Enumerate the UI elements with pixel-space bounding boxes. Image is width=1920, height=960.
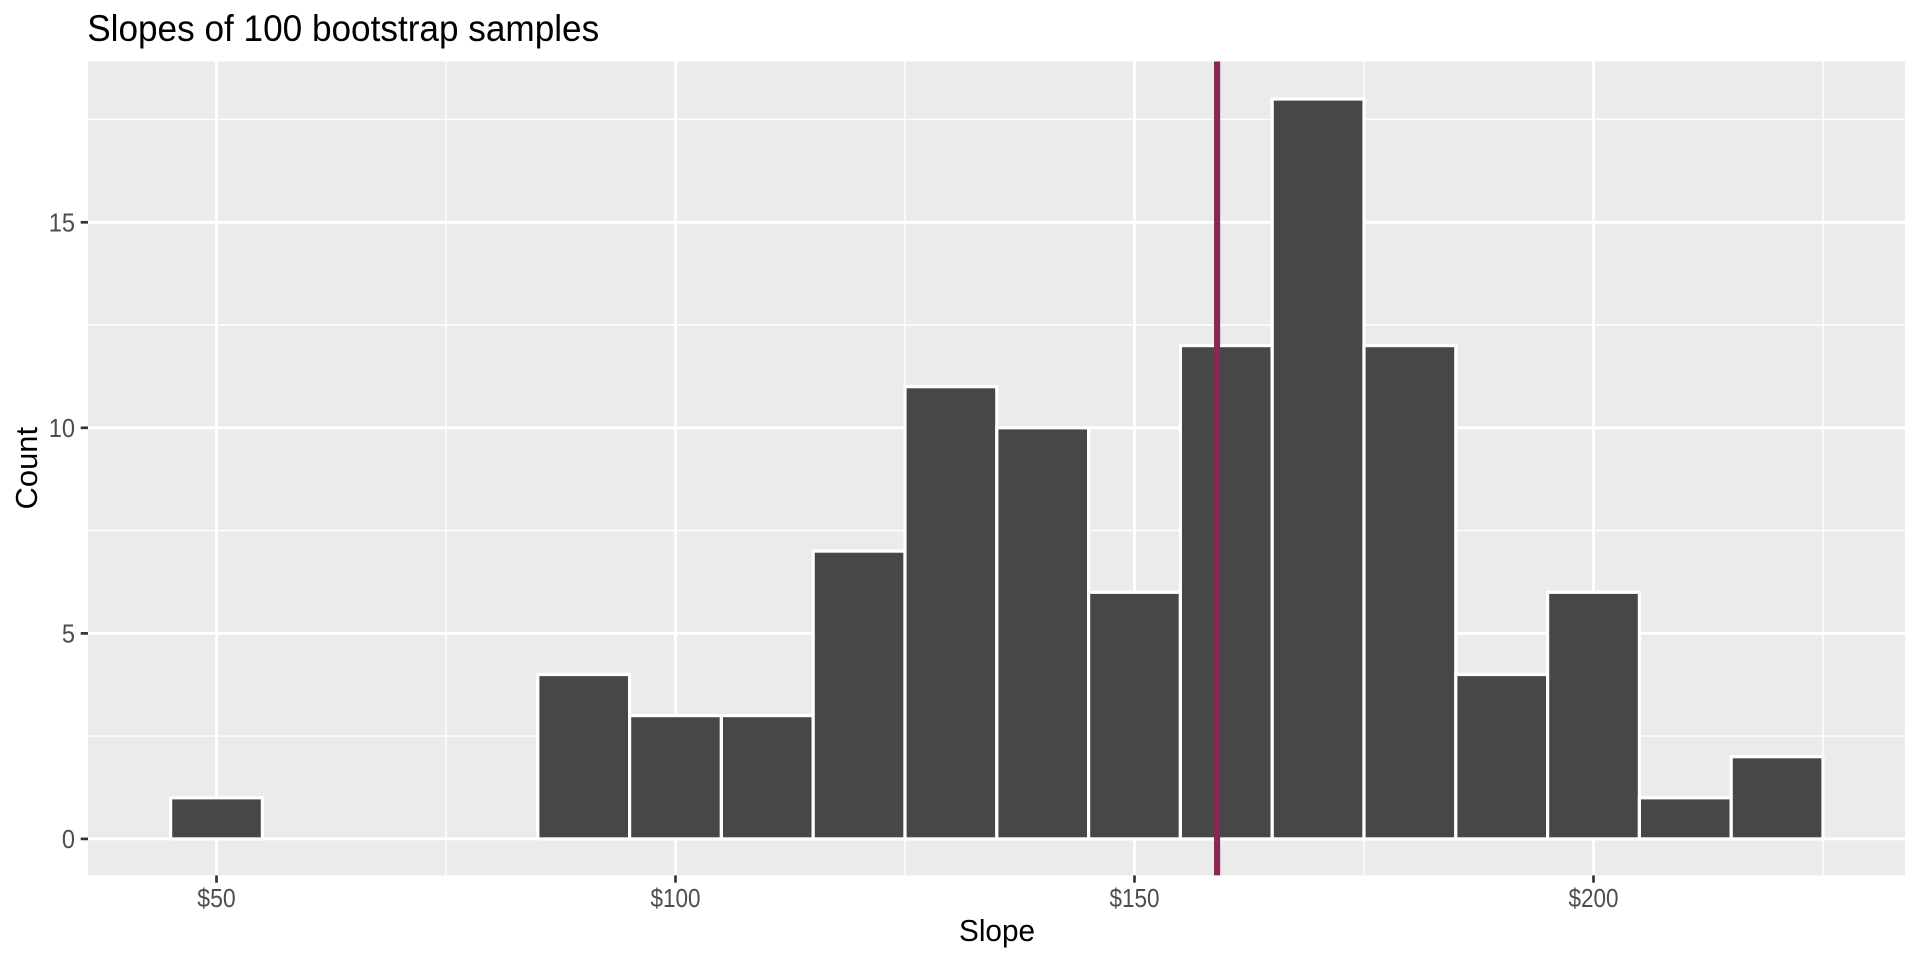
svg-text:$50: $50 <box>197 883 236 913</box>
svg-text:10: 10 <box>49 413 75 443</box>
svg-text:Slope: Slope <box>959 913 1035 948</box>
svg-text:5: 5 <box>62 619 75 649</box>
svg-text:$200: $200 <box>1569 883 1619 913</box>
svg-text:$100: $100 <box>651 883 701 913</box>
svg-text:Count: Count <box>9 427 44 510</box>
svg-text:$150: $150 <box>1110 883 1160 913</box>
svg-text:Slopes of 100 bootstrap sample: Slopes of 100 bootstrap samples <box>87 7 599 49</box>
svg-text:15: 15 <box>49 208 75 238</box>
svg-text:0: 0 <box>62 824 75 854</box>
